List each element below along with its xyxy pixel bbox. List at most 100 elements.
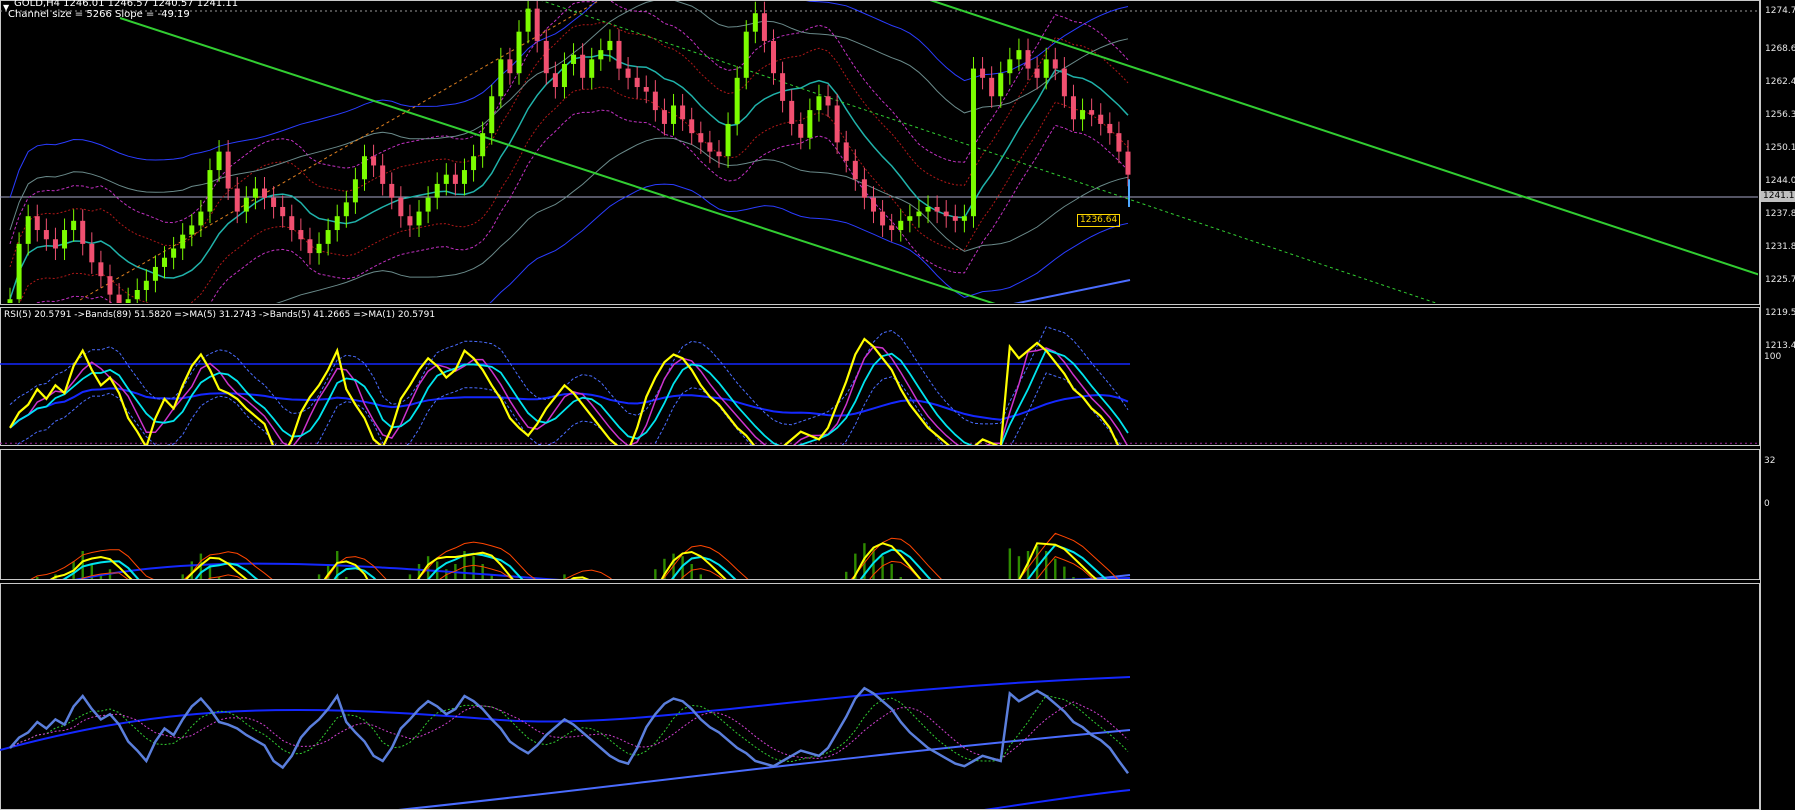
histogram-bar-up — [845, 571, 848, 579]
osc-yellow-line — [49, 542, 1098, 579]
symbol-dropdown-icon[interactable]: ▼ — [3, 3, 10, 12]
price-scale-label: 1225.7 — [1765, 275, 1795, 285]
histogram-bar-down — [745, 590, 747, 608]
inner-band-lower — [18, 86, 1129, 303]
histogram-bar-up — [581, 587, 583, 590]
candle-body — [671, 105, 677, 124]
histogram-bar-down — [281, 590, 283, 623]
candle-body — [916, 211, 922, 217]
candle-body — [234, 188, 240, 212]
candle-body — [961, 216, 967, 221]
histogram-bar-up — [426, 556, 430, 579]
histogram-bar-up — [1054, 558, 1057, 579]
histogram-bar-up — [336, 551, 339, 579]
histogram-bar-down — [600, 590, 602, 603]
candle-body — [334, 216, 340, 231]
candle-body — [380, 165, 386, 184]
channel-lower-line — [119, 17, 996, 303]
histogram-bar-up — [872, 548, 875, 579]
histogram-bar-down — [990, 590, 992, 613]
rsi-bands5-lower — [16, 372, 1122, 445]
candle-body — [1107, 123, 1113, 134]
candle-body — [1007, 59, 1013, 74]
histogram-bar-down — [363, 590, 365, 597]
candle-body — [589, 59, 595, 78]
rsi-pane-header: RSI(5) 20.5791 ->Bands(89) 51.5820 =>MA(… — [4, 310, 436, 320]
histogram-bar-down — [9, 590, 11, 603]
candle-body — [80, 220, 86, 244]
candle-body — [1070, 96, 1076, 120]
candle-body — [162, 257, 168, 267]
histogram-bar-up — [472, 556, 475, 579]
candle-body — [452, 174, 458, 184]
price-scale-label: 1250.1 — [1765, 143, 1795, 153]
price-scale-label: 1268.6 — [1765, 44, 1795, 54]
candle-body — [807, 110, 813, 138]
histogram-bar-down — [381, 590, 383, 616]
candle-body — [952, 216, 958, 221]
momentum-band-mid — [398, 729, 1131, 809]
candle-body — [752, 13, 758, 32]
symbol-ohlc-header: GOLD,H4 1246.01 1246.57 1240.57 1241.11 — [14, 0, 239, 9]
histogram-bar-up — [554, 582, 556, 590]
histogram-bar-up — [63, 580, 65, 590]
histogram-bar-up — [1081, 582, 1083, 590]
candle-body — [134, 290, 140, 300]
candle-body — [489, 96, 495, 134]
rsi-scale-0: 0 — [1764, 499, 1770, 509]
candle-body — [816, 96, 822, 111]
histogram-bar-up — [190, 561, 193, 579]
histogram-bar-down — [145, 590, 147, 616]
candle-body — [189, 225, 195, 235]
candle-body — [852, 160, 858, 180]
rsi-bands5-upper — [9, 326, 1129, 426]
candle-body — [625, 68, 631, 78]
histogram-bar-up — [108, 569, 112, 579]
candle-body — [62, 230, 68, 249]
candle-body — [607, 40, 613, 51]
candle-body — [680, 105, 686, 120]
histogram-bar-up — [699, 574, 702, 579]
candle-body — [761, 13, 767, 41]
candle-body — [580, 54, 586, 78]
histogram-bar-up — [1026, 551, 1030, 579]
inner-band-upper — [9, 21, 1129, 268]
histogram-bar-up — [163, 584, 165, 591]
price-scale — [1760, 0, 1795, 810]
histogram-bar-up — [345, 577, 348, 579]
histogram-bar-up — [118, 580, 120, 590]
main-plot-area — [0, 1, 1758, 303]
candle-body — [861, 179, 867, 198]
candle-body — [1098, 114, 1104, 124]
histogram-bar-up — [27, 587, 29, 590]
candle-body — [171, 248, 177, 258]
gray-band-lower — [275, 137, 1129, 303]
histogram-bar-down — [772, 590, 774, 621]
histogram-bar-up — [863, 543, 866, 579]
histogram-bar-down — [636, 590, 638, 603]
oscillator-plot-area — [9, 532, 1131, 623]
histogram-bar-down — [591, 590, 593, 595]
candle-body — [243, 197, 249, 212]
candle-body — [743, 31, 749, 78]
histogram-bar-down — [1118, 590, 1120, 616]
price-scale-label: 1231.8 — [1765, 242, 1795, 252]
candle-body — [798, 123, 804, 138]
histogram-bar-down — [927, 590, 929, 603]
candle-body — [698, 133, 704, 143]
candle-body — [480, 133, 486, 157]
histogram-bar-up — [317, 574, 321, 579]
candle-body — [198, 211, 204, 226]
candle-body — [543, 40, 549, 74]
candle-body — [552, 73, 558, 88]
candle-body — [943, 211, 949, 217]
current-price-label: 1241.11 — [1761, 191, 1795, 202]
histogram-bar-down — [300, 590, 302, 593]
histogram-bar-up — [709, 582, 711, 590]
histogram-bar-down — [154, 590, 156, 597]
histogram-bar-up — [572, 580, 574, 590]
histogram-bar-up — [436, 561, 439, 579]
candle-body — [180, 234, 186, 249]
histogram-bar-down — [518, 590, 520, 603]
histogram-bar-up — [326, 564, 330, 579]
